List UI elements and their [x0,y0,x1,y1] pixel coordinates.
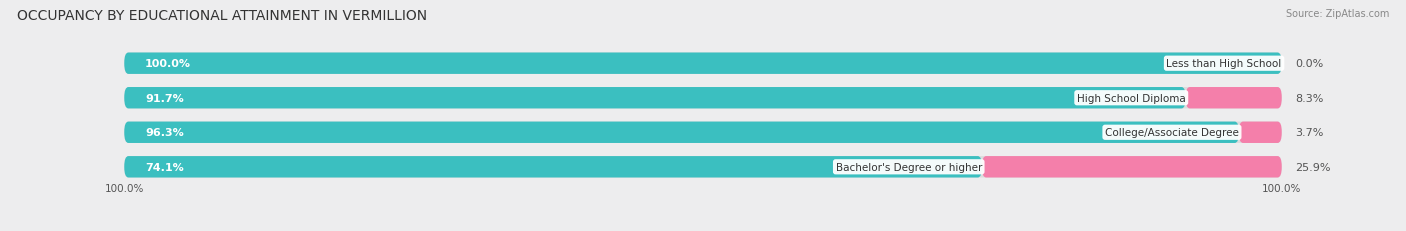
Text: Bachelor's Degree or higher: Bachelor's Degree or higher [835,162,981,172]
Text: College/Associate Degree: College/Associate Degree [1105,128,1239,138]
Text: 3.7%: 3.7% [1295,128,1324,138]
Text: 0.0%: 0.0% [1295,59,1323,69]
Text: 100.0%: 100.0% [104,183,143,193]
FancyBboxPatch shape [124,88,1282,109]
Text: 74.1%: 74.1% [145,162,184,172]
FancyBboxPatch shape [1185,88,1282,109]
Text: 91.7%: 91.7% [145,93,184,103]
Text: 25.9%: 25.9% [1295,162,1331,172]
FancyBboxPatch shape [124,53,1282,75]
Text: OCCUPANCY BY EDUCATIONAL ATTAINMENT IN VERMILLION: OCCUPANCY BY EDUCATIONAL ATTAINMENT IN V… [17,9,427,23]
Text: 100.0%: 100.0% [145,59,191,69]
FancyBboxPatch shape [124,122,1239,143]
Text: 96.3%: 96.3% [145,128,184,138]
FancyBboxPatch shape [124,156,981,178]
FancyBboxPatch shape [124,122,1282,143]
FancyBboxPatch shape [981,156,1282,178]
FancyBboxPatch shape [124,88,1185,109]
FancyBboxPatch shape [124,53,1282,75]
Text: Source: ZipAtlas.com: Source: ZipAtlas.com [1285,9,1389,19]
Text: High School Diploma: High School Diploma [1077,93,1185,103]
FancyBboxPatch shape [124,156,1282,178]
Text: 8.3%: 8.3% [1295,93,1324,103]
Text: 100.0%: 100.0% [1263,183,1302,193]
Text: Less than High School: Less than High School [1167,59,1282,69]
FancyBboxPatch shape [1239,122,1282,143]
